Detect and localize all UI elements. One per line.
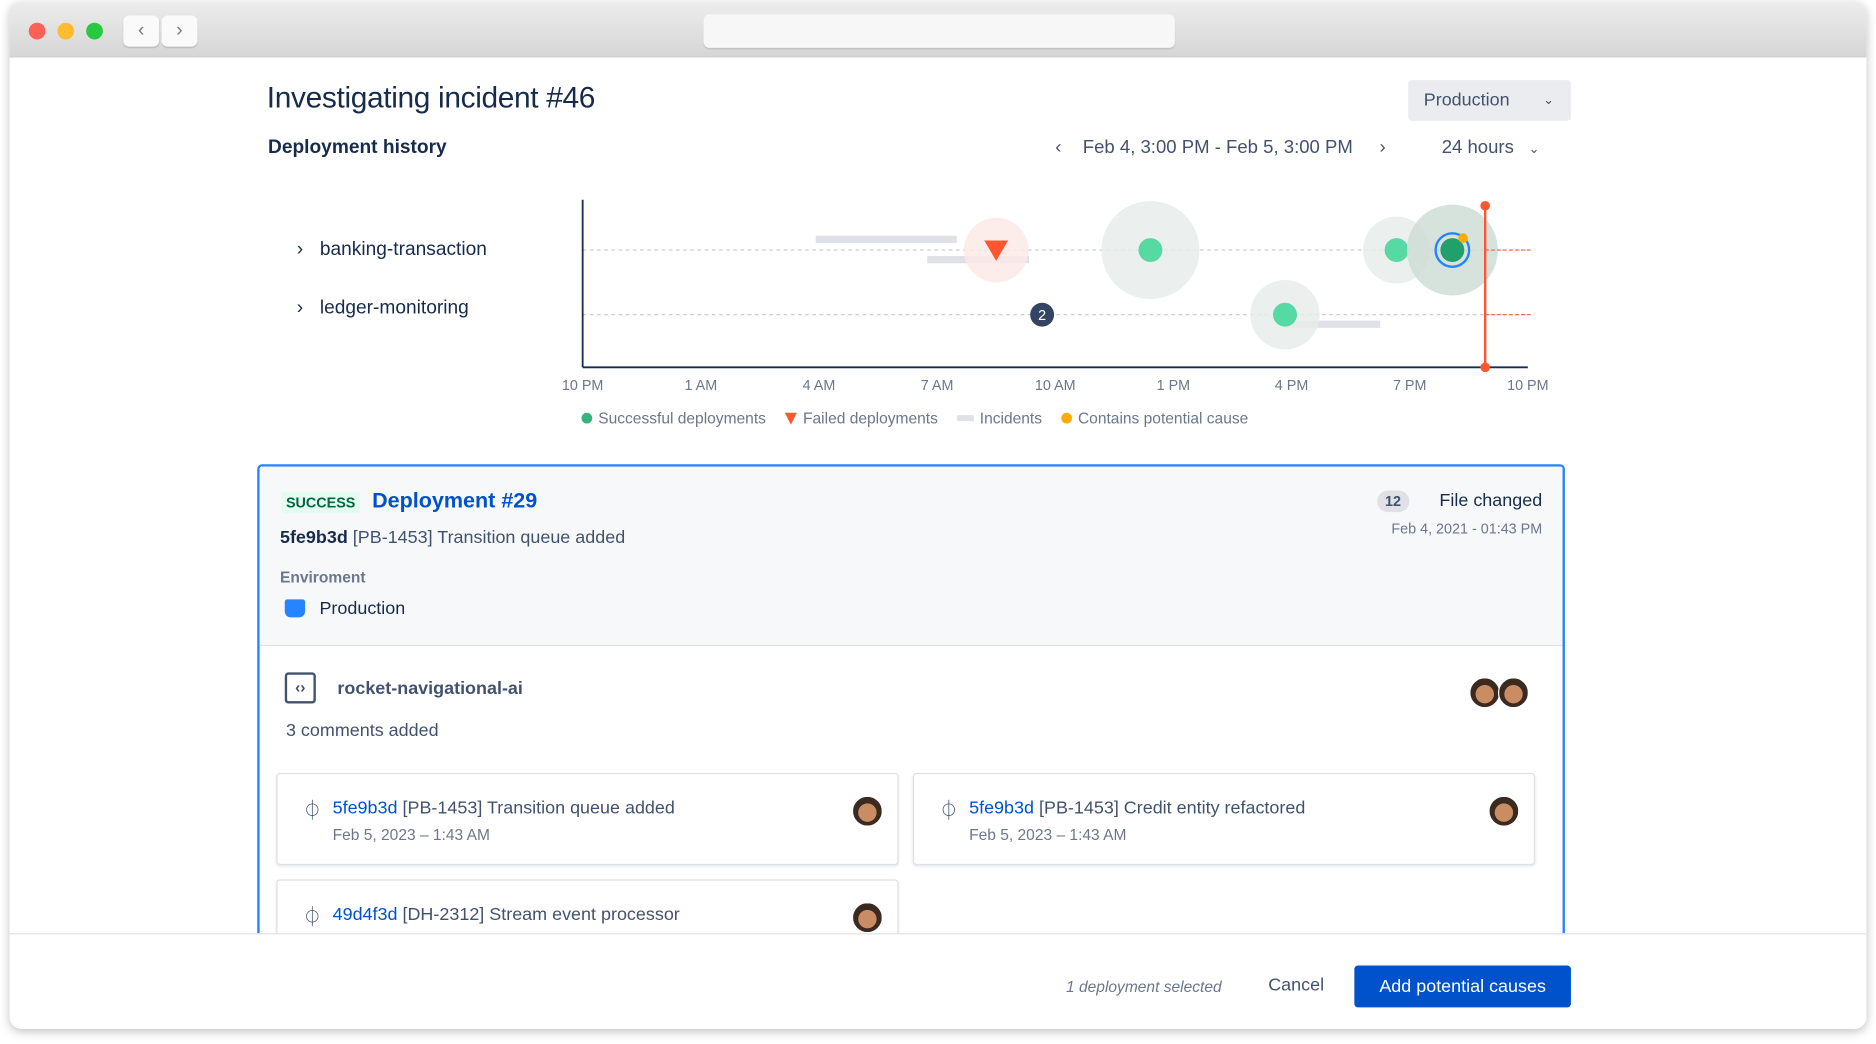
incident-bar-icon (957, 415, 974, 422)
now-line-bottom (1480, 362, 1490, 373)
deployment-group-count: 2 (1038, 308, 1046, 324)
legend-incidents: Incidents (957, 409, 1042, 427)
deployment-link[interactable]: Deployment #29 (372, 488, 538, 513)
chevron-right-icon: › (296, 297, 304, 319)
back-button[interactable]: ‹ (123, 15, 160, 47)
chevron-down-icon: ⌄ (1543, 93, 1555, 108)
commit-hash: 5fe9b3d (279, 527, 348, 548)
commit-hash-link[interactable]: 5fe9b3d (969, 798, 1034, 819)
status-badge: SUCCESS (281, 491, 361, 514)
deployment-group-marker (1030, 302, 1055, 327)
potential-cause-dot-icon (1061, 412, 1072, 424)
footer-bar: 1 deployment selected Cancel Add potenti… (9, 933, 1867, 1029)
selection-status: 1 deployment selected (1066, 977, 1222, 996)
environment-select[interactable]: Production ⌄ (1408, 80, 1571, 121)
x-tick-label: 7 PM (1393, 378, 1426, 394)
environment-icon (284, 599, 306, 618)
commit-card[interactable]: ⏀ 5fe9b3d [PB-1453] Transition queue add… (276, 772, 899, 866)
incident-bar (815, 235, 957, 243)
files-count-badge: 12 (1376, 490, 1410, 513)
successful-deployment-marker (1138, 238, 1163, 263)
chart-legend: Successful deployments Failed deployment… (581, 409, 1248, 427)
deployment-date: Feb 4, 2021 - 01:43 PM (1391, 520, 1543, 538)
commit-message: [PB-1453] Transition queue added (402, 798, 675, 819)
browser-window: ‹ › Investigating incident #46 Productio… (9, 2, 1867, 1029)
commit-date: Feb 5, 2023 – 1:43 AM (332, 825, 490, 844)
x-tick-label: 10 AM (1035, 378, 1076, 394)
commit-message: [PB-1453] Transition queue added (352, 527, 626, 548)
commit-icon: ⏀ (302, 908, 322, 929)
legend-success: Successful deployments (581, 409, 766, 427)
selected-ring (1434, 232, 1471, 269)
avatar (1469, 677, 1501, 709)
chevron-right-icon: › (296, 239, 304, 260)
x-tick-label: 10 PM (562, 378, 603, 394)
avatar (851, 902, 883, 934)
row-label: banking-transaction (319, 239, 487, 260)
date-range: Feb 4, 3:00 PM - Feb 5, 3:00 PM (1082, 137, 1353, 158)
next-range-button[interactable]: › (1379, 137, 1386, 158)
commit-hash-link[interactable]: 5fe9b3d (332, 798, 398, 819)
commit-hash-link[interactable]: 49d4f3d (332, 904, 398, 925)
row-label: ledger-monitoring (319, 297, 469, 319)
commit-card[interactable]: ⏀ 5fe9b3d [PB-1453] Credit entity refact… (912, 772, 1536, 866)
add-potential-causes-button[interactable]: Add potential causes (1354, 965, 1571, 1008)
close-window-button[interactable] (28, 22, 46, 40)
x-tick-label: 10 PM (1507, 378, 1548, 394)
incident-bar (1284, 320, 1381, 328)
environment-label: Enviroment (279, 568, 366, 587)
chevron-down-icon: ⌄ (1528, 142, 1540, 157)
x-tick-label: 4 AM (803, 378, 836, 394)
row-banking-transaction[interactable]: › banking-transaction (297, 239, 487, 261)
commit-message: [PB-1453] Credit entity refactored (1038, 798, 1306, 819)
potential-cause-marker (1458, 233, 1468, 243)
legend-failed: Failed deployments (785, 409, 938, 427)
prev-range-button[interactable]: ‹ (1055, 137, 1062, 158)
x-tick-label: 4 PM (1275, 378, 1308, 394)
commit-card[interactable]: ⏀ 49d4f3d [DH-2312] Stream event process… (276, 879, 899, 941)
environment-select-value: Production (1423, 89, 1510, 111)
avatar (1497, 677, 1530, 709)
deployment-details-card: SUCCESS Deployment #29 5fe9b3d [PB-1453]… (257, 464, 1565, 943)
x-tick-label: 7 AM (921, 378, 954, 394)
successful-deployment-marker (1273, 302, 1297, 327)
avatar (851, 795, 883, 827)
successful-deployment-marker (1440, 238, 1465, 263)
x-tick-label: 1 PM (1157, 378, 1190, 394)
maximize-window-button[interactable] (86, 22, 103, 40)
successful-deployment-marker (1384, 238, 1409, 263)
forward-button[interactable]: › (161, 15, 198, 47)
title-bar: ‹ › (9, 2, 1867, 58)
duration-select[interactable]: 24 hours ⌄ (1442, 138, 1540, 160)
commit-date: Feb 5, 2023 – 1:43 AM (969, 825, 1127, 844)
failed-triangle-icon (785, 412, 798, 425)
x-tick-label: 1 AM (684, 378, 717, 394)
commit-icon: ⏀ (302, 801, 322, 822)
page-title: Investigating incident #46 (266, 81, 596, 115)
commit-message: [DH-2312] Stream event processor (402, 904, 680, 925)
files-changed-label: File changed (1439, 490, 1543, 511)
now-line-top (1480, 201, 1490, 211)
section-title: Deployment history (268, 137, 447, 158)
address-bar[interactable] (703, 14, 1175, 48)
cancel-button[interactable]: Cancel (1268, 975, 1325, 996)
row-ledger-monitoring[interactable]: › ledger-monitoring (297, 298, 469, 320)
legend-potential-cause: Contains potential cause (1061, 409, 1248, 427)
avatar (1488, 795, 1520, 827)
comments-count: 3 comments added (285, 720, 439, 741)
code-icon: ‹› (284, 672, 316, 704)
commit-icon: ⏀ (939, 801, 959, 822)
minimize-window-button[interactable] (57, 22, 75, 40)
failed-deployment-marker (984, 240, 1009, 261)
success-dot-icon (581, 412, 593, 424)
repository-name[interactable]: rocket-navigational-ai (337, 678, 523, 699)
environment-value: Production (319, 598, 406, 619)
deployment-chart: 10 PM 1 AM 4 AM 7 AM 10 AM 1 PM 4 PM 7 PM 10 PM 2 (562, 199, 1549, 394)
duration-value: 24 hours (1441, 137, 1514, 158)
